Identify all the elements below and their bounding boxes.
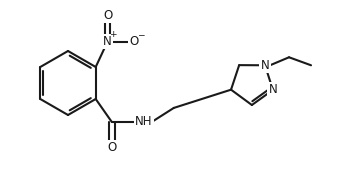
- Text: N: N: [261, 59, 269, 72]
- Text: O: O: [129, 35, 138, 48]
- Text: N: N: [103, 35, 112, 48]
- Text: N: N: [268, 83, 277, 96]
- Text: O: O: [107, 142, 116, 155]
- Text: +: +: [109, 30, 117, 39]
- Text: O: O: [103, 9, 112, 22]
- Text: −: −: [137, 30, 144, 39]
- Text: NH: NH: [135, 116, 153, 129]
